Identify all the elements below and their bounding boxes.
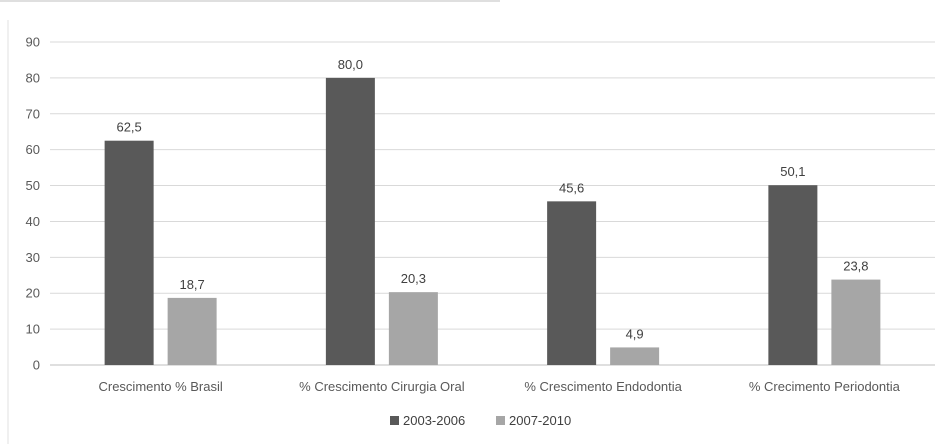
y-tick-label: 70 (26, 106, 40, 121)
bars (104, 77, 881, 365)
bar-2007-2010-3 (831, 279, 881, 365)
y-tick-label: 80 (26, 70, 40, 85)
y-axis-ticks: 0 10 20 30 40 50 60 70 80 90 (26, 35, 40, 373)
bar-2003-2006-3 (768, 185, 818, 365)
legend-label: 2003-2006 (403, 413, 465, 428)
x-axis-labels: Crescimento % Brasil % Crescimento Cirurg… (98, 379, 900, 394)
y-tick-label: 90 (26, 35, 40, 50)
data-labels: 62,5 18,7 80,0 20,3 45,6 4,9 50,1 23,8 (116, 57, 868, 342)
data-label: 80,0 (338, 57, 363, 72)
y-tick-label: 10 (26, 322, 40, 337)
data-label: 20,3 (401, 271, 426, 286)
y-tick-label: 60 (26, 142, 40, 157)
category-label: % Crescimento Endodontia (524, 379, 682, 394)
legend: 2003-2006 2007-2010 (390, 413, 571, 428)
bar-2003-2006-1 (325, 77, 375, 365)
legend-swatch-2003-2006 (390, 416, 399, 425)
category-label: % Crecimento Periodontia (749, 379, 901, 394)
bar-2007-2010-2 (610, 347, 660, 365)
data-label: 50,1 (780, 164, 805, 179)
data-label: 62,5 (116, 120, 141, 135)
y-tick-label: 0 (33, 358, 40, 373)
legend-swatch-2007-2010 (496, 416, 505, 425)
legend-label: 2007-2010 (509, 413, 571, 428)
bar-2003-2006-0 (104, 140, 154, 365)
bar-2007-2010-0 (167, 297, 217, 365)
y-tick-label: 20 (26, 286, 40, 301)
data-label: 45,6 (559, 180, 584, 195)
y-tick-label: 50 (26, 178, 40, 193)
y-tick-label: 30 (26, 250, 40, 265)
category-label: % Crescimento Cirurgia Oral (299, 379, 465, 394)
y-tick-label: 40 (26, 214, 40, 229)
bar-2007-2010-1 (388, 292, 438, 365)
data-label: 23,8 (843, 259, 868, 274)
bar-2003-2006-2 (547, 201, 597, 365)
data-label: 18,7 (179, 277, 204, 292)
category-label: Crescimento % Brasil (98, 379, 222, 394)
data-label: 4,9 (626, 326, 644, 341)
